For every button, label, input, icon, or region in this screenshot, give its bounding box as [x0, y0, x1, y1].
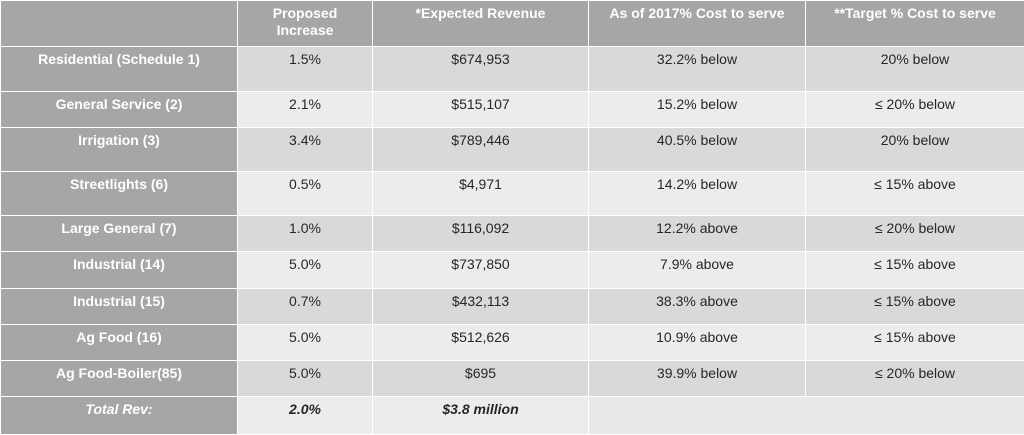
cell-increase: 2.1%: [237, 91, 373, 128]
cell-target: ≤ 15% above: [805, 171, 1024, 216]
row-label: Irrigation (3): [0, 127, 238, 172]
header-corner: [0, 0, 238, 47]
table-row: Residential (Schedule 1) 1.5% $674,953 3…: [0, 46, 1024, 92]
cell-revenue: $512,626: [372, 324, 589, 361]
row-label: Residential (Schedule 1): [0, 46, 238, 92]
table-row: Irrigation (3) 3.4% $789,446 40.5% below…: [0, 127, 1024, 172]
cell-revenue: $515,107: [372, 91, 589, 128]
table-row: Industrial (15) 0.7% $432,113 38.3% abov…: [0, 288, 1024, 325]
total-increase: 2.0%: [237, 396, 373, 435]
cell-target: ≤ 20% below: [805, 360, 1024, 397]
cell-increase: 1.5%: [237, 46, 373, 92]
row-label: Ag Food-Boiler(85): [0, 360, 238, 397]
cell-cost-2017: 40.5% below: [588, 127, 806, 172]
cell-cost-2017: 15.2% below: [588, 91, 806, 128]
cell-cost-2017: 12.2% above: [588, 215, 806, 252]
row-label: General Service (2): [0, 91, 238, 128]
total-row: Total Rev: 2.0% $3.8 million: [0, 396, 1024, 435]
cell-target: 20% below: [805, 46, 1024, 92]
cell-increase: 0.7%: [237, 288, 373, 325]
table-row: General Service (2) 2.1% $515,107 15.2% …: [0, 91, 1024, 128]
header-expected-revenue: *Expected Revenue: [372, 0, 589, 47]
cell-target: ≤ 15% above: [805, 324, 1024, 361]
cell-cost-2017: 39.9% below: [588, 360, 806, 397]
total-revenue: $3.8 million: [372, 396, 589, 435]
row-label: Large General (7): [0, 215, 238, 252]
cell-increase: 5.0%: [237, 324, 373, 361]
cell-target: ≤ 20% below: [805, 215, 1024, 252]
cell-cost-2017: 7.9% above: [588, 251, 806, 289]
cell-target: ≤ 15% above: [805, 288, 1024, 325]
cell-increase: 0.5%: [237, 171, 373, 216]
table-row: Ag Food-Boiler(85) 5.0% $695 39.9% below…: [0, 360, 1024, 397]
cell-cost-2017: 38.3% above: [588, 288, 806, 325]
cell-cost-2017: 14.2% below: [588, 171, 806, 216]
header-cost-2017: As of 2017% Cost to serve: [588, 0, 806, 47]
cell-revenue: $432,113: [372, 288, 589, 325]
row-label: Industrial (15): [0, 288, 238, 325]
cell-increase: 5.0%: [237, 251, 373, 289]
header-target-cost: **Target % Cost to serve: [805, 0, 1024, 47]
cell-cost-2017: 10.9% above: [588, 324, 806, 361]
cell-increase: 3.4%: [237, 127, 373, 172]
cell-target: ≤ 20% below: [805, 91, 1024, 128]
cell-revenue: $674,953: [372, 46, 589, 92]
total-label: Total Rev:: [0, 396, 238, 435]
header-row: Proposed Increase *Expected Revenue As o…: [0, 0, 1024, 47]
cell-revenue: $737,850: [372, 251, 589, 289]
table-row: Industrial (14) 5.0% $737,850 7.9% above…: [0, 251, 1024, 289]
header-proposed-increase: Proposed Increase: [237, 0, 373, 47]
cell-increase: 1.0%: [237, 215, 373, 252]
total-empty-cell: [588, 396, 1024, 435]
table-row: Large General (7) 1.0% $116,092 12.2% ab…: [0, 215, 1024, 252]
row-label: Ag Food (16): [0, 324, 238, 361]
row-label: Streetlights (6): [0, 171, 238, 216]
cell-target: ≤ 15% above: [805, 251, 1024, 289]
cell-revenue: $695: [372, 360, 589, 397]
table-row: Ag Food (16) 5.0% $512,626 10.9% above ≤…: [0, 324, 1024, 361]
cell-increase: 5.0%: [237, 360, 373, 397]
table-row: Streetlights (6) 0.5% $4,971 14.2% below…: [0, 171, 1024, 216]
cell-cost-2017: 32.2% below: [588, 46, 806, 92]
cell-revenue: $4,971: [372, 171, 589, 216]
row-label: Industrial (14): [0, 251, 238, 289]
cell-revenue: $116,092: [372, 215, 589, 252]
cell-revenue: $789,446: [372, 127, 589, 172]
cell-target: 20% below: [805, 127, 1024, 172]
